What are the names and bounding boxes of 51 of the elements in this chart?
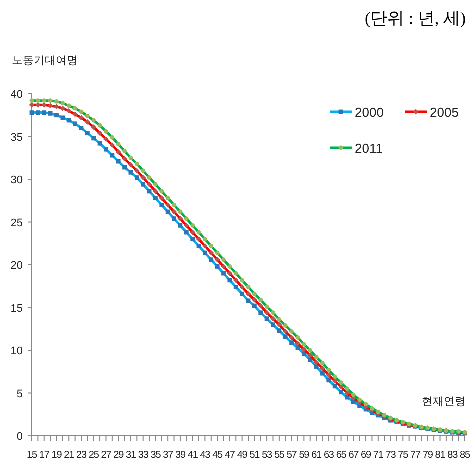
y-tick-label: 25 bbox=[10, 217, 23, 230]
x-tick-label: 29 bbox=[114, 450, 125, 461]
x-tick-label: 77 bbox=[410, 450, 422, 461]
y-tick-label: 20 bbox=[10, 260, 23, 272]
y-tick-label: 40 bbox=[10, 89, 23, 101]
x-tick-label: 17 bbox=[39, 450, 50, 461]
legend-label: 2000 bbox=[355, 105, 384, 120]
x-tick-label: 71 bbox=[373, 450, 384, 461]
x-tick-label: 83 bbox=[448, 450, 459, 461]
y-tick-label: 10 bbox=[10, 346, 23, 358]
x-tick-label: 65 bbox=[336, 450, 348, 461]
x-tick-label: 31 bbox=[126, 450, 137, 461]
x-tick-label: 81 bbox=[435, 450, 446, 461]
x-tick-label: 63 bbox=[324, 450, 335, 461]
legend-label: 2011 bbox=[355, 141, 383, 156]
x-tick-label: 27 bbox=[101, 450, 112, 461]
x-tick-label: 61 bbox=[312, 450, 323, 461]
x-tick-label: 43 bbox=[200, 450, 212, 461]
x-tick-label: 37 bbox=[163, 450, 174, 461]
x-tick-label: 25 bbox=[88, 450, 100, 461]
y-axis-title: 노동기대여명 bbox=[12, 55, 78, 67]
x-tick-label: 67 bbox=[348, 450, 360, 461]
x-tick-label: 55 bbox=[274, 450, 286, 461]
x-tick-label: 33 bbox=[138, 450, 150, 461]
x-tick-label: 45 bbox=[212, 450, 224, 461]
y-tick-label: 0 bbox=[16, 431, 23, 443]
x-tick-label: 47 bbox=[224, 450, 236, 461]
x-tick-label: 49 bbox=[237, 450, 248, 461]
y-tick-label: 30 bbox=[10, 174, 23, 186]
x-tick-label: 41 bbox=[188, 450, 199, 461]
x-tick-label: 35 bbox=[150, 450, 162, 461]
x-tick-label: 39 bbox=[175, 450, 186, 461]
x-axis-title: 현재연령 bbox=[422, 396, 466, 408]
x-tick-label: 53 bbox=[262, 450, 274, 461]
x-tick-label: 51 bbox=[250, 450, 261, 461]
x-tick-label: 85 bbox=[460, 450, 471, 461]
y-tick-label: 5 bbox=[16, 388, 23, 400]
y-tick-label: 15 bbox=[10, 302, 23, 315]
x-tick-label: 15 bbox=[27, 450, 38, 461]
x-tick-label: 75 bbox=[398, 450, 410, 461]
x-tick-label: 19 bbox=[52, 450, 63, 461]
x-tick-label: 69 bbox=[361, 450, 372, 461]
x-tick-label: 57 bbox=[286, 450, 298, 461]
x-tick-label: 73 bbox=[386, 450, 397, 461]
x-tick-label: 23 bbox=[76, 450, 88, 461]
x-tick-label: 79 bbox=[422, 450, 434, 461]
x-tick-label: 21 bbox=[64, 450, 76, 461]
text: (단위 : 년, 세) bbox=[364, 9, 466, 28]
x-tick-label: 59 bbox=[299, 450, 310, 461]
legend-label: 2005 bbox=[430, 105, 459, 120]
y-tick-label: 35 bbox=[10, 132, 23, 144]
